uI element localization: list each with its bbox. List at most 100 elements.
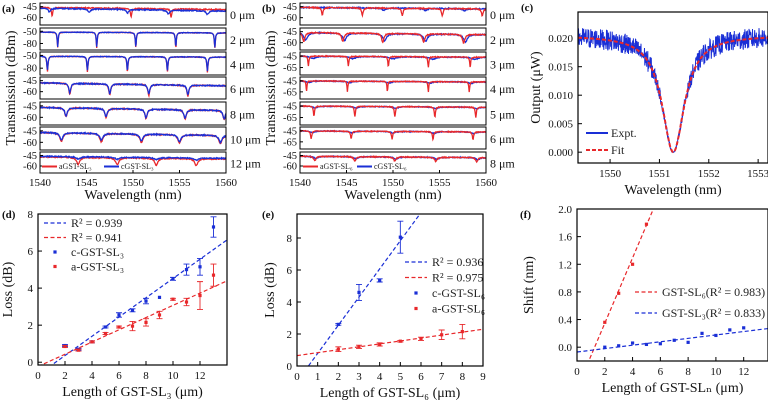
panel-label: (b) bbox=[262, 3, 276, 15]
trace-c-0 bbox=[40, 6, 226, 16]
trace-a-5 bbox=[300, 129, 486, 142]
data-point bbox=[157, 313, 162, 317]
y-tick-label: -45 bbox=[283, 2, 297, 13]
strip-1: -45-60 2 μm bbox=[283, 27, 515, 51]
strip-label: 4 μm bbox=[230, 58, 255, 72]
legend-point-swatch bbox=[53, 264, 57, 269]
x-tick-label: 6 bbox=[658, 366, 664, 378]
fit-line-0 bbox=[307, 214, 421, 366]
legend-fit-label: GST-SL₃(R² = 0.833) bbox=[662, 306, 765, 320]
x-tick-label: 4 bbox=[377, 371, 383, 383]
data-point bbox=[130, 308, 135, 312]
y-tick-label: 0.4 bbox=[558, 315, 572, 327]
strip-label: 0 μm bbox=[230, 8, 255, 22]
data-point bbox=[398, 339, 402, 343]
y-tick-label: -80 bbox=[23, 39, 37, 50]
data-point bbox=[63, 344, 67, 349]
strip-2: -45-65 3 μm bbox=[283, 51, 515, 76]
x-tick-label: 1550 bbox=[382, 177, 405, 189]
x-tick-label: 0 bbox=[294, 371, 300, 383]
y-tick-label: 6 bbox=[287, 265, 293, 277]
strip-frame bbox=[39, 27, 227, 51]
x-tick-label: 1552 bbox=[698, 168, 720, 180]
x-tick-label: 10 bbox=[168, 370, 180, 382]
y-tick-label: -60 bbox=[283, 162, 297, 173]
y-tick-label: -60 bbox=[283, 38, 297, 49]
legend-label: Fit bbox=[611, 143, 625, 157]
strip-label: 2 μm bbox=[490, 33, 515, 47]
fit-line-1 bbox=[297, 328, 483, 357]
legend-label: aGST-SL₃ bbox=[59, 162, 92, 171]
strip-frame bbox=[299, 101, 487, 126]
y-tick-label: -60 bbox=[23, 13, 37, 24]
y-tick-label: 0.005 bbox=[548, 119, 573, 131]
data-point bbox=[144, 320, 148, 324]
x-tick-label: 10 bbox=[710, 366, 722, 378]
data-point bbox=[90, 340, 94, 344]
y-axis-label: Transmission (dBm) bbox=[4, 30, 19, 145]
y-tick-label: -45 bbox=[283, 27, 297, 38]
panel-label: (c) bbox=[521, 2, 534, 14]
data-point bbox=[184, 267, 189, 272]
y-tick-label: 0.010 bbox=[548, 90, 573, 102]
legend: aGST-SL₆ cGST-SL₆ bbox=[303, 162, 407, 171]
x-tick-label: 8 bbox=[685, 366, 691, 378]
data-point bbox=[728, 328, 732, 332]
data-point bbox=[419, 337, 423, 341]
trace-c-6 bbox=[40, 154, 226, 162]
y-tick-label: 2 bbox=[28, 320, 34, 332]
trace-a-6 bbox=[300, 154, 486, 164]
data-point bbox=[460, 330, 464, 334]
strip-frame bbox=[39, 2, 227, 26]
data-point bbox=[211, 273, 216, 277]
y-tick-label: 8 bbox=[28, 209, 34, 221]
strip-frame bbox=[299, 126, 487, 150]
x-tick-label: 1560 bbox=[215, 177, 238, 189]
data-point bbox=[644, 342, 649, 347]
y-tick-label: 0.020 bbox=[548, 33, 573, 45]
data-point bbox=[184, 300, 189, 304]
y-tick-label: -65 bbox=[283, 137, 297, 148]
x-tick-label: 1545 bbox=[336, 177, 359, 189]
data-point bbox=[658, 342, 662, 346]
x-tick-label: 2 bbox=[336, 371, 342, 383]
x-tick-label: 1551 bbox=[648, 168, 670, 180]
strip-1: -50-80 2 μm bbox=[23, 27, 255, 51]
strip-frame bbox=[39, 101, 227, 126]
strip-label: 5 μm bbox=[490, 108, 515, 122]
panel-d: (d) 0 2 4 6 8 10 12 0 2 4 6 8 Length of GST-SL₃ (μm) L… bbox=[1, 209, 228, 400]
x-axis-label: Length of GST-SL₃ (μm) bbox=[62, 385, 203, 400]
y-tick-label: -45 bbox=[23, 101, 37, 112]
data-point bbox=[440, 333, 444, 337]
y-tick-label: 2.0 bbox=[558, 204, 572, 216]
trace-c-4 bbox=[40, 105, 226, 121]
data-point bbox=[357, 345, 361, 349]
y-tick-label: 8 bbox=[287, 233, 293, 245]
plot-frame bbox=[296, 213, 484, 367]
data-point bbox=[378, 278, 382, 282]
y-tick-label: -45 bbox=[283, 126, 297, 137]
y-axis-label: Loss (dB) bbox=[1, 261, 16, 317]
data-point bbox=[117, 325, 121, 329]
data-point bbox=[742, 326, 746, 330]
strip-4: -45-60 8 μm bbox=[23, 101, 255, 126]
data-point bbox=[157, 295, 162, 299]
y-tick-label: 6 bbox=[28, 246, 34, 258]
data-point bbox=[103, 325, 108, 329]
legend-point-swatch bbox=[414, 291, 418, 295]
data-point bbox=[103, 331, 108, 336]
x-tick-label: 12 bbox=[738, 366, 749, 378]
strip-5: -45-65 6 μm bbox=[283, 126, 515, 150]
x-tick-label: 1555 bbox=[429, 177, 452, 189]
panel-label: (e) bbox=[262, 209, 275, 221]
y-tick-label: 0 bbox=[287, 361, 293, 373]
y-tick-label: 4 bbox=[28, 283, 34, 295]
panel-a: (a) -45-60 0 μm-50-80 2 μm-50-80 4 μm-45-60 6… bbox=[2, 2, 261, 203]
data-point bbox=[336, 347, 340, 351]
x-tick-label: 0 bbox=[574, 366, 580, 378]
y-tick-label: -65 bbox=[283, 63, 297, 74]
y-tick-label: 0 bbox=[28, 357, 34, 369]
x-tick-label: 2 bbox=[62, 370, 68, 382]
strip-frame bbox=[299, 27, 487, 51]
